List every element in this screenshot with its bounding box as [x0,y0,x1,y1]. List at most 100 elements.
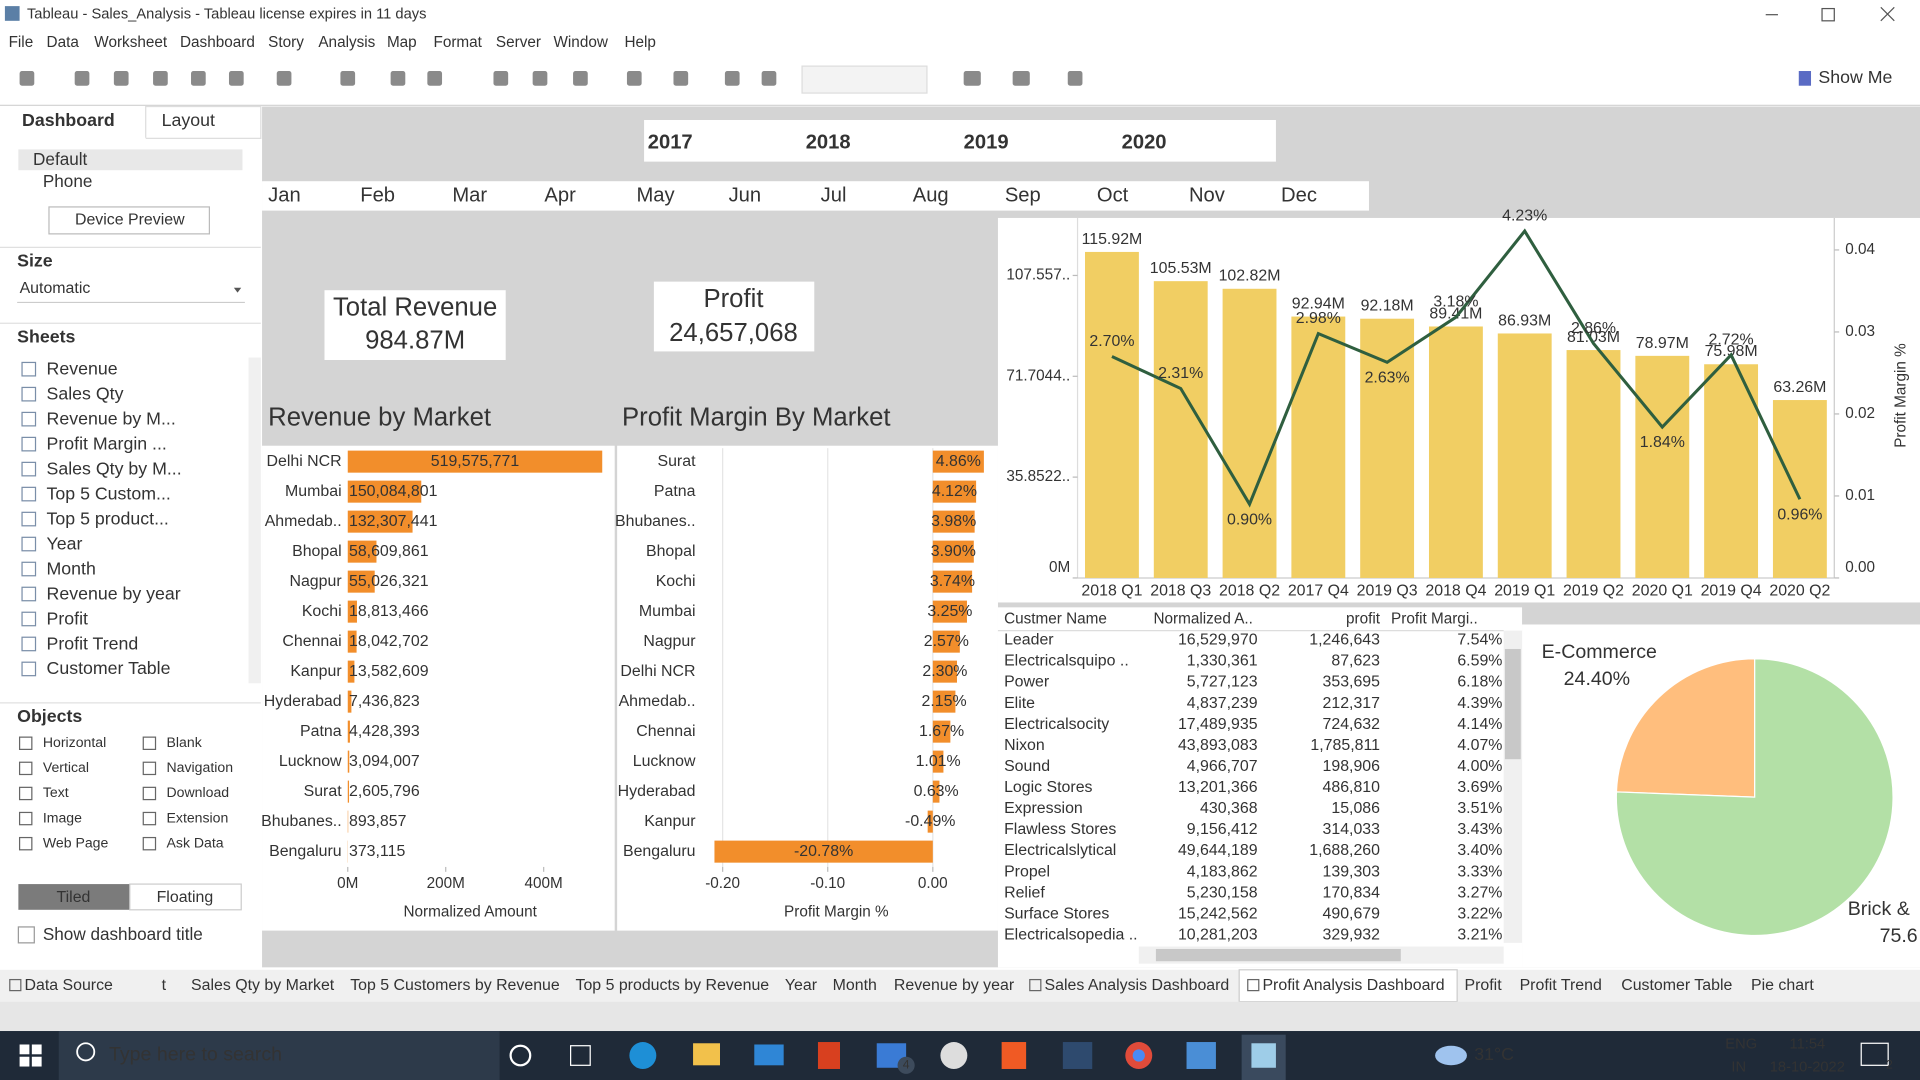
brave-icon[interactable] [1001,1042,1027,1069]
month-filter[interactable]: Jul [821,184,847,206]
tool[interactable] [153,71,168,86]
explorer-icon[interactable] [693,1043,720,1066]
sheet-tab[interactable]: Pie chart [1751,977,1814,994]
sheet-item[interactable]: Top 5 product... [47,508,169,528]
sheet-tab[interactable]: Sales Analysis Dashboard [1044,977,1229,994]
weather-icon[interactable] [1435,1045,1467,1066]
month-filter[interactable]: Oct [1097,184,1129,206]
sheet-tab[interactable]: Revenue by year [894,977,1015,994]
sheet-tab[interactable]: Profit Trend [1520,977,1602,994]
tool[interactable] [74,71,90,86]
column-header[interactable]: profit [1346,611,1381,628]
month-filter[interactable]: Jun [729,184,762,206]
object-item[interactable]: Horizontal [43,734,106,750]
sheet-item[interactable]: Sales Qty [47,383,124,403]
month-filter[interactable]: Aug [913,184,949,206]
year-filter[interactable]: 2018 [806,132,851,154]
object-item[interactable]: Web Page [43,834,109,850]
sheet-item[interactable]: Top 5 Custom... [47,483,171,503]
tool[interactable] [493,71,509,86]
object-item[interactable]: Image [43,809,82,825]
sheet-tab[interactable]: Profit Analysis Dashboard [1262,977,1444,994]
sheet-tab[interactable]: Customer Table [1621,977,1732,994]
tool[interactable] [113,71,129,86]
region[interactable]: IN [1731,1060,1746,1076]
menu-item[interactable]: Help [624,34,655,51]
sheet-item[interactable]: Revenue by year [47,583,181,603]
month-filter[interactable]: Mar [452,184,487,206]
tool[interactable] [532,71,548,86]
sheet-item[interactable]: Customer Table [47,658,171,678]
device-selected[interactable] [18,149,243,171]
menu-item[interactable]: Analysis [318,34,375,51]
restore[interactable] [1821,7,1835,22]
sheet-item[interactable]: Revenue by M... [47,408,176,428]
layout-tab[interactable] [145,105,262,139]
scrollbar[interactable] [248,357,261,684]
column-header[interactable]: Custmer Name [1004,611,1107,628]
button-label[interactable]: Tiled [57,889,91,906]
search-placeholder[interactable]: Type here to search [109,1044,282,1066]
tool[interactable] [19,71,35,86]
sheet-item[interactable]: Sales Qty by M... [47,458,182,478]
tool[interactable] [963,71,981,86]
weather[interactable]: 31°C [1474,1044,1514,1064]
tool[interactable] [761,71,777,86]
tool[interactable] [191,71,206,86]
tool[interactable] [1012,71,1030,86]
menu-item[interactable]: Data [47,34,80,51]
sheet-tab[interactable]: Profit [1464,977,1502,994]
tool[interactable] [626,71,642,86]
checkbox[interactable] [17,926,35,944]
button-label[interactable]: Device Preview [75,212,185,229]
tool[interactable] [228,71,244,86]
tiled-button[interactable] [18,884,130,910]
object-item[interactable]: Ask Data [167,834,224,850]
device[interactable]: Phone [43,171,93,191]
dropdown[interactable] [801,65,928,94]
tool[interactable] [673,71,689,86]
menu-item[interactable]: Dashboard [180,34,255,51]
sheet-item[interactable]: Revenue [47,358,118,378]
month-filter[interactable]: Nov [1189,184,1226,206]
table-hscroll-thumb[interactable] [1155,948,1401,962]
search-box[interactable] [58,1031,500,1080]
photos-icon[interactable] [1186,1042,1216,1069]
month-filter[interactable]: Feb [360,184,395,206]
close[interactable] [1880,6,1895,22]
device-preview-button[interactable] [48,206,210,235]
show-me[interactable]: Show Me [1818,67,1892,87]
object-item[interactable]: Navigation [167,759,234,775]
sheet-item[interactable]: Profit Trend [47,633,139,653]
menu-item[interactable]: Window [553,34,608,51]
sheet-tab[interactable]: Year [785,977,818,994]
menu-item[interactable]: Story [268,34,304,51]
button-label[interactable]: Floating [157,889,214,906]
notification-icon[interactable] [1860,1042,1889,1066]
object-item[interactable]: Vertical [43,759,89,775]
sheet-tab[interactable]: Top 5 Customers by Revenue [350,977,560,994]
sheet-tab[interactable]: t [162,977,167,994]
month-filter[interactable]: Dec [1281,184,1317,206]
tool[interactable] [390,71,406,86]
tool[interactable] [573,71,588,86]
edge-icon[interactable] [629,1042,657,1069]
object-item[interactable]: Blank [167,734,203,750]
device[interactable]: Default [33,149,88,169]
object-item[interactable]: Text [43,784,69,800]
year-filter[interactable]: 2019 [964,132,1009,154]
office-icon[interactable] [817,1042,840,1069]
checkbox-label[interactable]: Show dashboard title [43,924,203,944]
language[interactable]: ENG [1725,1036,1757,1052]
tool[interactable] [724,71,740,86]
sheet-tab[interactable]: Month [833,977,877,994]
cortana[interactable] [509,1044,532,1067]
active-tab[interactable] [1238,969,1458,1003]
year-filter[interactable]: 2017 [648,132,693,154]
tool[interactable] [276,71,292,86]
floating-button[interactable] [129,883,242,911]
sheet-tab[interactable]: Data Source [24,977,113,994]
month-filter[interactable]: Apr [544,184,576,206]
clock-time[interactable]: 11:54 [1790,1036,1826,1052]
panel-tab[interactable]: Layout [162,110,215,130]
